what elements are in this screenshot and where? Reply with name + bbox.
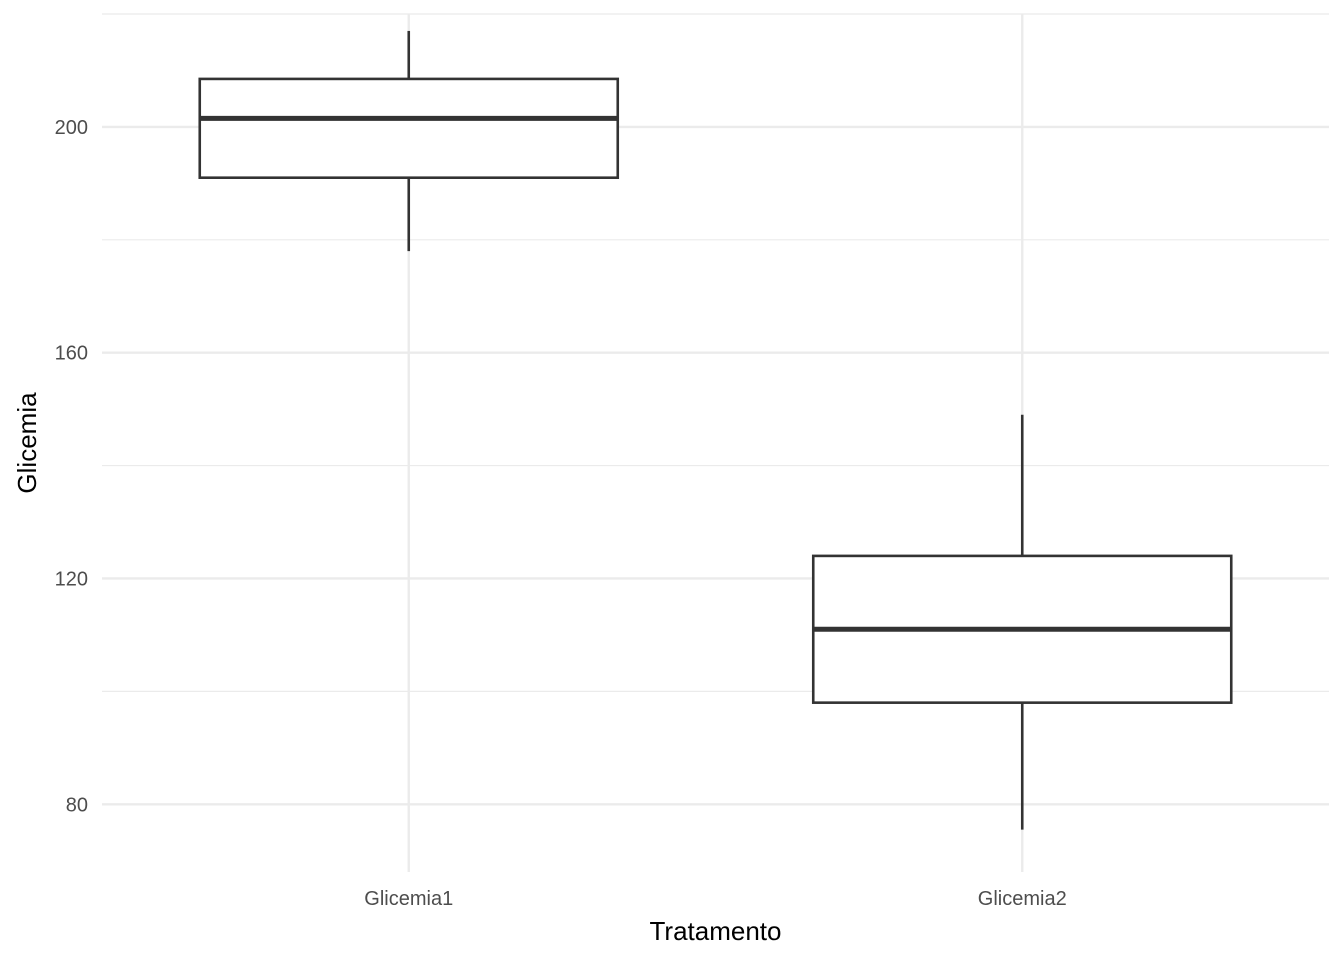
x-axis-title: Tratamento — [650, 916, 782, 946]
box-iqr — [198, 77, 620, 179]
tick-labels: 80 120 160 200 Glicemia1 Glicemia2 — [55, 117, 1067, 910]
y-tick-label: 80 — [66, 794, 88, 816]
y-tick-label: 120 — [55, 568, 88, 590]
y-axis-title: Glicemia — [12, 392, 42, 494]
y-tick-label: 200 — [55, 117, 88, 139]
x-tick-label: Glicemia1 — [364, 888, 453, 910]
boxes — [198, 30, 1233, 830]
y-tick-label: 160 — [55, 343, 88, 365]
x-tick-label: Glicemia2 — [978, 888, 1067, 910]
